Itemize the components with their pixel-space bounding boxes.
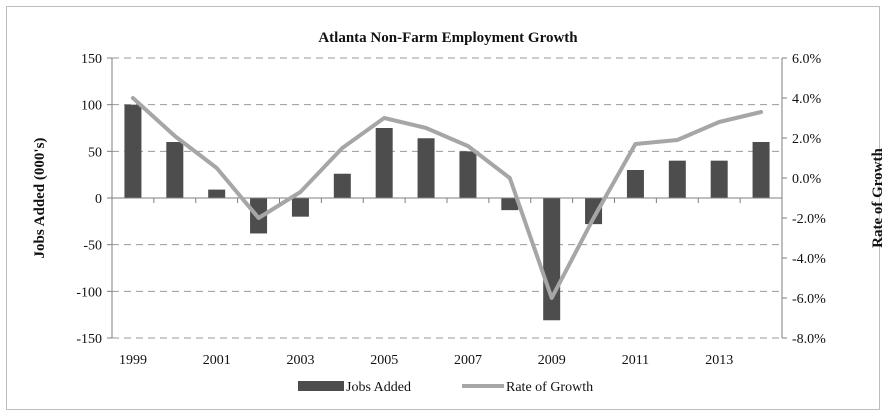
x-tick-label: 2009 [538,353,566,368]
y-right-tick-label: -8.0% [792,332,826,347]
y-right-tick-label: -4.0% [792,252,826,267]
y-right-tick-label: 6.0% [792,52,822,67]
x-tick-label: 2005 [370,353,398,368]
bar [208,190,225,198]
axes [107,58,787,338]
x-tick-label: 2001 [203,353,231,368]
y-right-axis-title: Rate of Growth [870,147,886,247]
bar [627,170,644,198]
x-tick-label: 2007 [454,353,482,368]
x-tick-label: 2003 [286,353,314,368]
y-left-tick-label: -100 [76,285,102,300]
bar [292,198,309,217]
y-right-tick-label: 2.0% [792,132,822,147]
x-tick-label: 2011 [622,353,649,368]
x-ticks: 1999 2001 2003 2005 2007 2009 2011 2013 [119,353,733,368]
y-left-tick-label: -50 [83,239,102,254]
bar [418,138,435,198]
y-right-tick-label: 0.0% [792,172,822,187]
bar [166,142,183,198]
legend-swatch-jobs-added [298,381,344,391]
y-right-ticks: 6.0% 4.0% 2.0% 0.0% -2.0% -4.0% -6.0% -8.0% [792,52,826,347]
y-left-ticks: 150 100 50 0 -50 -100 -150 [76,52,102,347]
y-left-tick-label: -150 [76,332,102,347]
legend-label-rate-of-growth: Rate of Growth [506,380,593,395]
y-left-tick-label: 0 [95,192,102,207]
y-left-tick-label: 100 [81,99,102,114]
bar [669,161,686,198]
bar [334,174,351,198]
x-tick-label: 1999 [119,353,147,368]
y-right-tick-label: -2.0% [792,212,826,227]
y-left-axis-title: Jobs Added (000's) [32,138,48,259]
legend-label-jobs-added: Jobs Added [346,380,411,395]
bar [124,105,141,198]
bar [753,142,770,198]
bar [711,161,728,198]
y-left-tick-label: 150 [81,52,102,67]
chart-title: Atlanta Non-Farm Employment Growth [318,30,578,46]
legend: Jobs Added Rate of Growth [298,380,593,395]
x-tick-label: 2013 [705,353,733,368]
bar [459,151,476,198]
y-right-tick-label: -6.0% [792,292,826,307]
bar [543,198,560,320]
y-right-tick-label: 4.0% [792,92,822,107]
bar [376,128,393,198]
y-left-tick-label: 50 [88,145,102,160]
